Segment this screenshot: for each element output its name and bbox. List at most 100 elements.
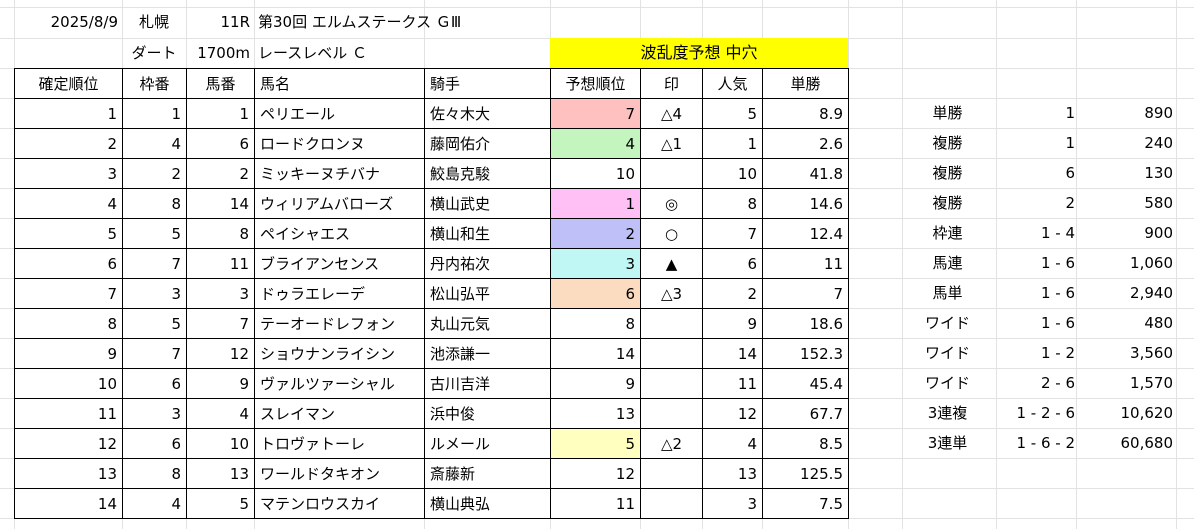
horse-number-cell: 8 xyxy=(186,218,255,249)
mark-cell xyxy=(640,368,703,399)
horse-name-cell: ウィリアムバローズ xyxy=(254,188,425,219)
payout-type: 馬連 xyxy=(932,254,963,272)
popularity-cell: 14 xyxy=(702,338,763,369)
popularity-cell: 5 xyxy=(702,98,763,129)
final-rank-cell: 9 xyxy=(14,338,123,369)
mark-cell: △2 xyxy=(640,428,703,459)
final-rank-cell: 13 xyxy=(14,458,123,489)
header-mark: 印 xyxy=(640,68,703,99)
predicted-rank-cell: 4 xyxy=(550,128,641,159)
upset-forecast-banner: 波乱度予想 中穴 xyxy=(550,38,848,68)
popularity-cell: 4 xyxy=(702,428,763,459)
mark-cell: ▲ xyxy=(640,248,703,279)
popularity-cell: 10 xyxy=(702,158,763,189)
horse-number-cell: 2 xyxy=(186,158,255,189)
jockey-cell: 横山和生 xyxy=(424,218,551,249)
jockey-cell: 古川吉洋 xyxy=(424,368,551,399)
final-rank-cell: 1 xyxy=(14,98,123,129)
win-odds-cell: 67.7 xyxy=(762,398,849,429)
payout-amount: 130 xyxy=(1144,164,1173,182)
final-rank-cell: 8 xyxy=(14,308,123,339)
horse-name-cell: マテンロウスカイ xyxy=(254,488,425,519)
payout-amount: 10,620 xyxy=(1120,404,1174,422)
final-rank-cell: 6 xyxy=(14,248,123,279)
jockey-cell: 鮫島克駿 xyxy=(424,158,551,189)
payout-row: ワイド 1 - 2 3,560 xyxy=(900,338,1180,368)
table-row: 9 7 12 ショウナンライシン 池添謙一 14 14 152.3 xyxy=(14,338,849,369)
win-odds-cell: 41.8 xyxy=(762,158,849,189)
popularity-cell: 3 xyxy=(702,488,763,519)
header-jockey: 騎手 xyxy=(424,68,551,99)
payout-type: 複勝 xyxy=(932,194,963,212)
table-header-row: 確定順位 枠番 馬番 馬名 騎手 予想順位 印 人気 単勝 xyxy=(14,68,849,99)
win-odds-cell: 11 xyxy=(762,248,849,279)
horse-number-cell: 9 xyxy=(186,368,255,399)
payout-combination: 6 xyxy=(1065,164,1075,182)
header-horse-name: 馬名 xyxy=(254,68,425,99)
mark-cell: △4 xyxy=(640,98,703,129)
horse-name-cell: ショウナンライシン xyxy=(254,338,425,369)
race-venue: 札幌 xyxy=(138,13,169,31)
frame-number-cell: 5 xyxy=(122,308,187,339)
final-rank-cell: 4 xyxy=(14,188,123,219)
table-row: 11 3 4 スレイマン 浜中俊 13 12 67.7 xyxy=(14,398,849,429)
win-odds-cell: 14.6 xyxy=(762,188,849,219)
payout-amount: 900 xyxy=(1144,224,1173,242)
payout-row: 複勝 6 130 xyxy=(900,158,1180,188)
header-predicted-rank: 予想順位 xyxy=(550,68,641,99)
win-odds-cell: 125.5 xyxy=(762,458,849,489)
win-odds-cell: 8.5 xyxy=(762,428,849,459)
table-row: 14 4 5 マテンロウスカイ 横山典弘 11 3 7.5 xyxy=(14,488,849,519)
frame-number-cell: 7 xyxy=(122,338,187,369)
final-rank-cell: 2 xyxy=(14,128,123,159)
payout-row: ワイド 2 - 6 1,570 xyxy=(900,368,1180,398)
predicted-rank-cell: 11 xyxy=(550,488,641,519)
payout-amount: 240 xyxy=(1144,134,1173,152)
frame-number-cell: 3 xyxy=(122,278,187,309)
jockey-cell: 佐々木大 xyxy=(424,98,551,129)
payout-combination: 2 xyxy=(1065,194,1075,212)
results-table: 確定順位 枠番 馬番 馬名 騎手 予想順位 印 人気 単勝 1 1 1 ペリエール 佐々… xyxy=(14,68,849,519)
horse-number-cell: 13 xyxy=(186,458,255,489)
payout-combination: 1 - 6 - 2 xyxy=(1016,434,1075,452)
payout-amount: 890 xyxy=(1144,104,1173,122)
popularity-cell: 6 xyxy=(702,248,763,279)
final-rank-cell: 5 xyxy=(14,218,123,249)
table-row: 10 6 9 ヴァルツァーシャル 古川吉洋 9 11 45.4 xyxy=(14,368,849,399)
table-row: 8 5 7 テーオードレフォン 丸山元気 8 9 18.6 xyxy=(14,308,849,339)
race-surface: ダート xyxy=(131,44,177,62)
frame-number-cell: 4 xyxy=(122,488,187,519)
payout-row: 3連単 1 - 6 - 2 60,680 xyxy=(900,428,1180,458)
frame-number-cell: 6 xyxy=(122,428,187,459)
horse-number-cell: 6 xyxy=(186,128,255,159)
payout-row: 単勝 1 890 xyxy=(900,98,1180,128)
predicted-rank-cell: 10 xyxy=(550,158,641,189)
popularity-cell: 1 xyxy=(702,128,763,159)
popularity-cell: 7 xyxy=(702,218,763,249)
payout-amount: 60,680 xyxy=(1120,434,1174,452)
horse-number-cell: 3 xyxy=(186,278,255,309)
win-odds-cell: 18.6 xyxy=(762,308,849,339)
popularity-cell: 12 xyxy=(702,398,763,429)
payout-amount: 1,060 xyxy=(1130,254,1173,272)
payout-type: 3連単 xyxy=(927,434,968,452)
frame-number-cell: 4 xyxy=(122,128,187,159)
win-odds-cell: 8.9 xyxy=(762,98,849,129)
jockey-cell: ルメール xyxy=(424,428,551,459)
predicted-rank-cell: 7 xyxy=(550,98,641,129)
frame-number-cell: 6 xyxy=(122,368,187,399)
win-odds-cell: 7 xyxy=(762,278,849,309)
horse-name-cell: トロヴァトーレ xyxy=(254,428,425,459)
table-row: 13 8 13 ワールドタキオン 斎藤新 12 13 125.5 xyxy=(14,458,849,489)
horse-name-cell: ロードクロンヌ xyxy=(254,128,425,159)
payout-type: 単勝 xyxy=(932,104,963,122)
horse-number-cell: 7 xyxy=(186,308,255,339)
payout-combination: 1 - 6 xyxy=(1040,284,1075,302)
horse-name-cell: ミッキーヌチバナ xyxy=(254,158,425,189)
mark-cell: ○ xyxy=(640,218,703,249)
mark-cell xyxy=(640,158,703,189)
payout-amount: 3,560 xyxy=(1130,344,1173,362)
frame-number-cell: 8 xyxy=(122,188,187,219)
mark-cell: ◎ xyxy=(640,188,703,219)
popularity-cell: 2 xyxy=(702,278,763,309)
